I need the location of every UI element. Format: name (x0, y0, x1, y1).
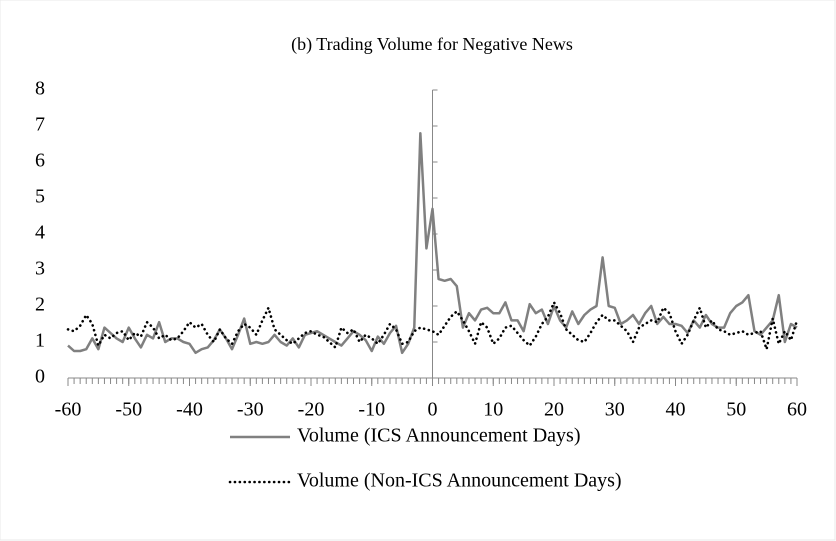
y-tick-label: 0 (35, 366, 45, 388)
y-tick-label: 6 (35, 150, 45, 172)
y-tick-label: 1 (35, 330, 45, 352)
y-tick-label: 4 (35, 222, 45, 244)
series-line (66, 301, 799, 351)
x-tick-label: 40 (666, 399, 686, 421)
x-tick-label: 50 (726, 399, 746, 421)
y-tick-label: 8 (35, 78, 45, 100)
x-tick-label: -20 (298, 399, 325, 421)
legend-label: Volume (Non-ICS Announcement Days) (297, 470, 622, 492)
x-tick-label: -40 (176, 399, 203, 421)
y-tick-label: 7 (35, 114, 45, 136)
x-tick-label: 20 (544, 399, 564, 421)
series-line (67, 131, 798, 355)
y-tick-label: 5 (35, 186, 45, 208)
chart-title: (b) Trading Volume for Negative News (291, 34, 573, 55)
legend-label: Volume (ICS Announcement Days) (297, 425, 581, 447)
x-tick-label: 30 (605, 399, 625, 421)
x-tick-label: 0 (428, 399, 438, 421)
y-tick-label: 3 (35, 258, 45, 280)
y-tick-label: 2 (35, 294, 45, 316)
x-tick-label: -60 (55, 399, 82, 421)
x-tick-label: -30 (237, 399, 264, 421)
x-tick-label: -10 (358, 399, 385, 421)
x-tick-label: 60 (787, 399, 807, 421)
x-tick-label: -50 (115, 399, 142, 421)
x-tick-label: 10 (483, 399, 503, 421)
